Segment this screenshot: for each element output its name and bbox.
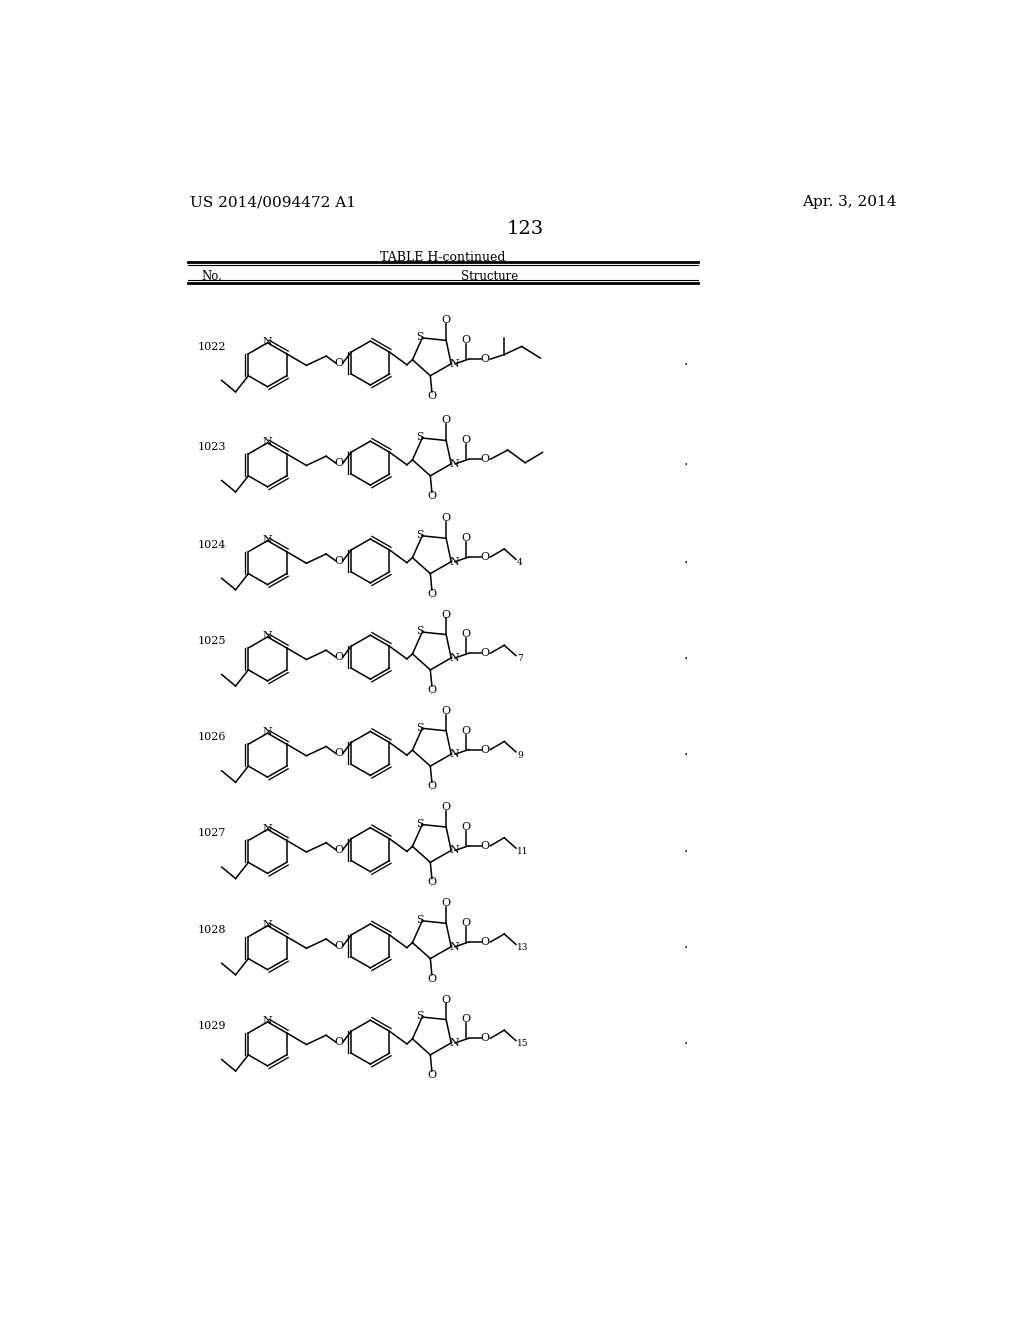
Text: N: N: [450, 459, 459, 469]
Text: O: O: [462, 436, 471, 445]
Text: 1027: 1027: [198, 829, 226, 838]
Text: O: O: [427, 878, 436, 887]
Text: O: O: [441, 994, 451, 1005]
Text: 1028: 1028: [198, 924, 226, 935]
Text: O: O: [335, 556, 343, 566]
Text: N: N: [262, 631, 272, 642]
Text: S: S: [416, 531, 424, 540]
Text: O: O: [335, 1038, 343, 1047]
Text: O: O: [441, 706, 451, 715]
Text: O: O: [335, 748, 343, 759]
Text: N: N: [262, 920, 272, 929]
Text: O: O: [480, 1034, 489, 1043]
Text: .: .: [684, 744, 688, 758]
Text: O: O: [462, 822, 471, 832]
Text: O: O: [427, 589, 436, 599]
Text: O: O: [441, 899, 451, 908]
Text: S: S: [416, 722, 424, 733]
Text: O: O: [441, 803, 451, 812]
Text: 9: 9: [517, 751, 523, 760]
Text: .: .: [684, 552, 688, 566]
Text: 4: 4: [517, 558, 523, 568]
Text: N: N: [450, 750, 459, 759]
Text: O: O: [335, 358, 343, 368]
Text: N: N: [262, 437, 272, 447]
Text: O: O: [335, 845, 343, 854]
Text: 1026: 1026: [198, 733, 226, 742]
Text: O: O: [441, 610, 451, 619]
Text: Apr. 3, 2014: Apr. 3, 2014: [802, 195, 897, 210]
Text: O: O: [480, 354, 489, 364]
Text: N: N: [262, 727, 272, 738]
Text: O: O: [462, 335, 471, 346]
Text: US 2014/0094472 A1: US 2014/0094472 A1: [190, 195, 356, 210]
Text: O: O: [462, 919, 471, 928]
Text: O: O: [427, 781, 436, 791]
Text: .: .: [684, 354, 688, 368]
Text: S: S: [416, 915, 424, 925]
Text: O: O: [441, 315, 451, 326]
Text: .: .: [684, 454, 688, 469]
Text: 7: 7: [517, 655, 523, 664]
Text: O: O: [462, 1015, 471, 1024]
Text: O: O: [480, 744, 489, 755]
Text: TABLE H-continued: TABLE H-continued: [380, 251, 506, 264]
Text: N: N: [450, 557, 459, 566]
Text: .: .: [684, 937, 688, 950]
Text: O: O: [480, 552, 489, 562]
Text: O: O: [335, 652, 343, 663]
Text: N: N: [262, 535, 272, 545]
Text: O: O: [480, 937, 489, 946]
Text: No.: No.: [202, 271, 222, 282]
Text: O: O: [441, 416, 451, 425]
Text: O: O: [480, 454, 489, 465]
Text: S: S: [416, 818, 424, 829]
Text: O: O: [427, 491, 436, 500]
Text: O: O: [335, 458, 343, 469]
Text: N: N: [450, 941, 459, 952]
Text: 123: 123: [506, 220, 544, 238]
Text: O: O: [462, 726, 471, 735]
Text: O: O: [480, 841, 489, 851]
Text: 1025: 1025: [198, 636, 226, 645]
Text: N: N: [450, 653, 459, 663]
Text: 1023: 1023: [198, 442, 226, 451]
Text: 15: 15: [517, 1039, 528, 1048]
Text: 11: 11: [517, 847, 528, 855]
Text: N: N: [450, 845, 459, 855]
Text: 1022: 1022: [198, 342, 226, 351]
Text: O: O: [462, 630, 471, 639]
Text: 13: 13: [517, 944, 528, 952]
Text: .: .: [684, 1034, 688, 1047]
Text: S: S: [416, 1011, 424, 1022]
Text: .: .: [684, 648, 688, 663]
Text: O: O: [427, 391, 436, 401]
Text: O: O: [427, 685, 436, 694]
Text: O: O: [462, 533, 471, 544]
Text: S: S: [416, 432, 424, 442]
Text: 1024: 1024: [198, 540, 226, 549]
Text: O: O: [427, 1071, 436, 1080]
Text: N: N: [262, 337, 272, 347]
Text: .: .: [684, 841, 688, 854]
Text: S: S: [416, 626, 424, 636]
Text: O: O: [427, 974, 436, 983]
Text: N: N: [450, 1038, 459, 1048]
Text: N: N: [262, 824, 272, 834]
Text: Structure: Structure: [461, 271, 518, 282]
Text: O: O: [441, 513, 451, 523]
Text: O: O: [480, 648, 489, 659]
Text: 1029: 1029: [198, 1020, 226, 1031]
Text: N: N: [450, 359, 459, 368]
Text: O: O: [335, 941, 343, 950]
Text: S: S: [416, 333, 424, 342]
Text: N: N: [262, 1016, 272, 1026]
